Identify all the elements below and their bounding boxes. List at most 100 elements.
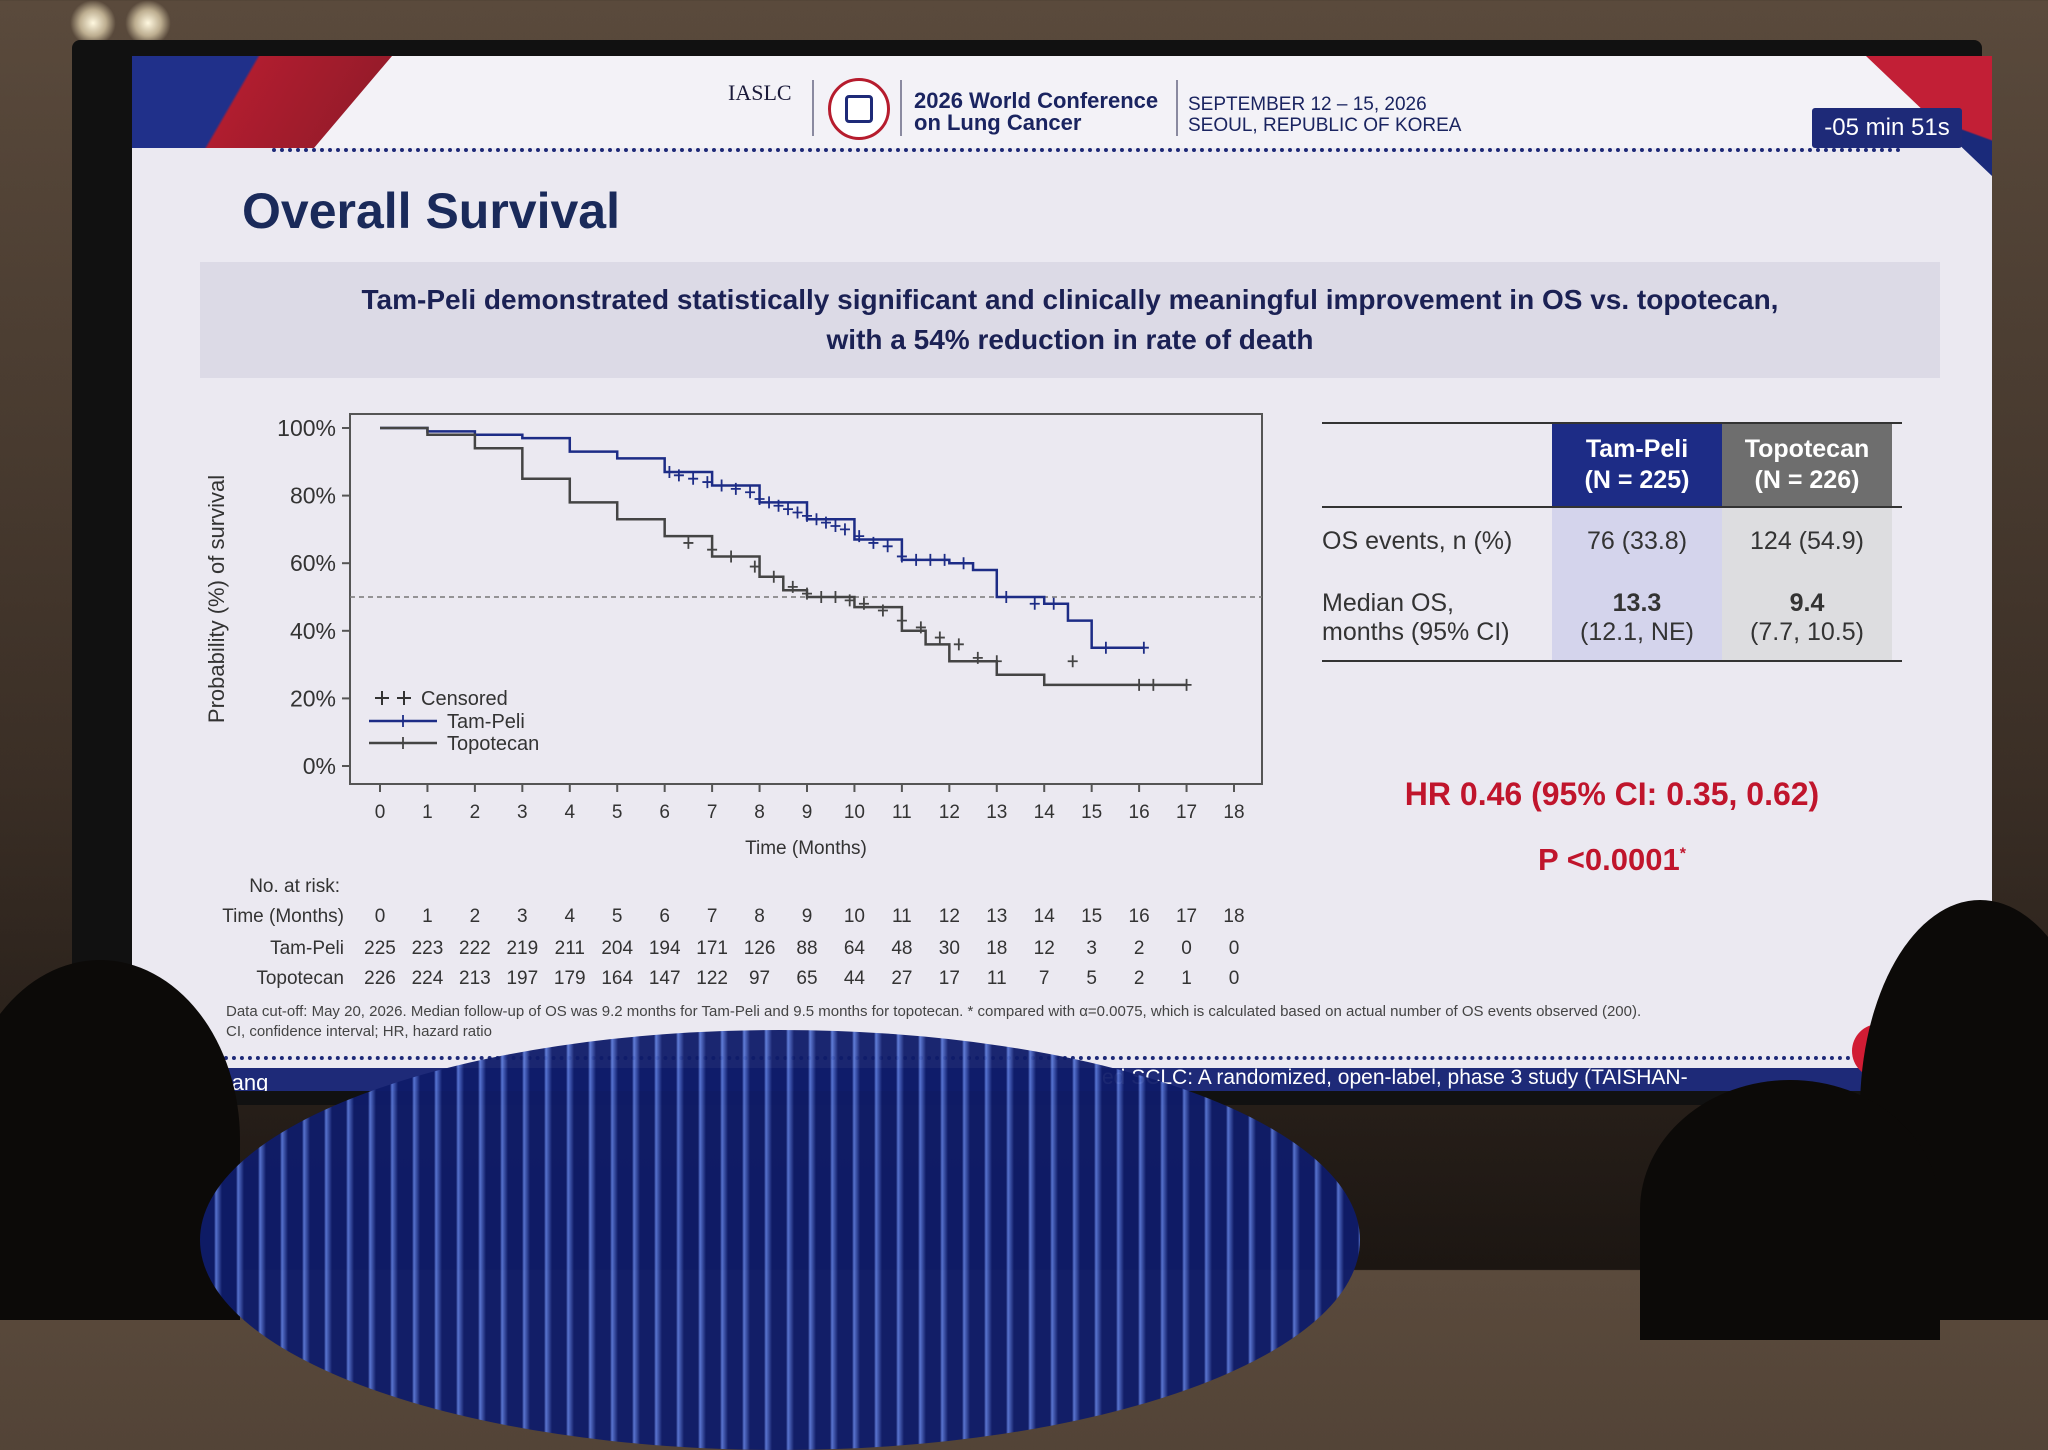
risk-table-value-tam-peli: 18 [986,938,1007,959]
x-tick-label: 11 [892,802,912,823]
x-tick-label: 15 [1081,802,1102,823]
risk-table-time: 4 [564,906,575,927]
conference-title-line1: 2026 World Conference [914,88,1159,113]
conference-date: SEPTEMBER 12 – 15, 2026 SEOUL, REPUBLIC … [1188,94,1461,136]
risk-table-time: 0 [375,906,386,927]
footnote-line-1: Data cut-off: May 20, 2026. Median follo… [226,1003,1642,1020]
x-tick-label: 14 [1034,802,1056,823]
censor-mark-topotecan [768,570,779,583]
x-tick-label: 4 [564,802,575,823]
slide-title: Overall Survival [242,183,621,239]
risk-table-value-tam-peli: 126 [744,938,776,959]
risk-table-value-topotecan: 11 [987,968,1007,989]
footer-study-title: ed SCLC: A randomized, open-label, phase… [1102,1066,1688,1089]
audience-head [0,960,240,1320]
y-tick-label: 40% [290,618,336,644]
cell-topotecan-os-events: 124 (54.9) [1722,506,1892,576]
censor-mark-tam-peli [896,550,907,563]
y-tick-label: 20% [290,685,336,711]
y-tick-label: 80% [290,483,336,509]
risk-table-value-tam-peli: 225 [364,938,396,959]
censor-mark-tam-peli [673,469,684,482]
risk-table-time: 16 [1129,906,1150,927]
x-tick-label: 13 [986,802,1007,823]
x-tick-label: 0 [375,802,386,823]
censor-mark-tam-peli [854,530,865,543]
risk-table-value-topotecan: 65 [796,968,817,989]
risk-table-value-tam-peli: 211 [555,938,585,959]
key-message-banner: Tam-Peli demonstrated statistically sign… [200,262,1940,378]
censor-mark-tam-peli [882,540,893,553]
censor-mark-topotecan [1148,678,1159,691]
tam-peli-median-value: 13.3 [1612,589,1662,617]
row-label-median-os: Median OS, months (95% CI) [1322,576,1552,660]
risk-table-value-tam-peli: 2 [1134,938,1145,959]
censor-mark-tam-peli [1138,641,1149,654]
x-tick-label: 8 [754,802,765,823]
censor-mark-tam-peli [716,479,727,492]
legend-censored-label: Censored [421,688,508,710]
table-rule-bottom [1322,660,1902,662]
risk-table-value-topotecan: 44 [844,968,866,989]
risk-table-value-topotecan: 7 [1039,968,1050,989]
risk-table-value-topotecan: 179 [554,968,586,989]
table-rule-top [1322,422,1902,424]
header-separator [900,80,902,136]
risk-table-row-label-topotecan: Topotecan [256,968,344,989]
footnote: Data cut-off: May 20, 2026. Median follo… [226,1002,1641,1042]
stage-light [70,0,116,46]
censor-mark-tam-peli [688,472,699,485]
censor-mark-topotecan [953,638,964,651]
risk-table-time: 2 [470,906,481,927]
plot-frame [349,413,1263,785]
censor-mark-tam-peli [839,523,850,536]
censor-mark-topotecan [934,631,945,644]
censor-mark-tam-peli [745,486,756,499]
countdown-timer: -05 min 51s [1812,108,1962,148]
iaslc-logo: IASLC [728,80,792,105]
risk-table-value-topotecan: 122 [696,968,728,989]
topotecan-median-value: 9.4 [1789,589,1825,617]
footnote-line-2: CI, confidence interval; HR, hazard rati… [226,1023,492,1040]
risk-table-value-tam-peli: 64 [844,938,866,959]
x-tick-label: 9 [802,802,813,823]
censor-mark-tam-peli [1100,641,1111,654]
risk-table-value-topotecan: 0 [1229,968,1240,989]
risk-table-value-tam-peli: 88 [796,938,817,959]
censor-mark-topotecan [972,651,983,664]
conference-date-line1: SEPTEMBER 12 – 15, 2026 [1188,94,1427,115]
legend-label-topotecan: Topotecan [447,733,539,755]
x-tick-label: 10 [844,802,865,823]
risk-table-time: 17 [1176,906,1197,927]
censor-mark-tam-peli [792,506,803,519]
censor-mark-topotecan [896,614,907,627]
risk-table-value-topotecan: 97 [749,968,770,989]
censor-mark-tam-peli [939,553,950,566]
risk-table-value-tam-peli: 171 [696,938,728,959]
p-value: P <0.0001 [1538,842,1680,877]
censor-mark-topotecan [858,597,869,610]
cell-tam-peli-median-os: 13.3 (12.1, NE) [1552,576,1722,660]
table-row-median-os: Median OS, months (95% CI) 13.3 (12.1, NE)… [1322,576,1892,660]
risk-table-value-topotecan: 1 [1181,968,1192,989]
risk-table-time: 7 [707,906,718,927]
audience-head [1640,1080,1940,1340]
censor-mark-topotecan [726,550,737,563]
risk-table-value-topotecan: 213 [459,968,491,989]
x-tick-label: 1 [422,802,433,823]
presentation-slide: IASLC 2026 World Conference on Lung Canc… [132,56,1992,1091]
censor-mark-tam-peli [764,496,775,509]
censor-mark-tam-peli [911,553,922,566]
risk-table-time: 6 [659,906,670,927]
censor-mark-tam-peli [958,557,969,570]
x-tick-label: 3 [517,802,528,823]
risk-table-time: 8 [754,906,765,927]
x-tick-label: 18 [1223,802,1244,823]
censor-mark-topotecan [683,536,694,549]
banner-line-2: with a 54% reduction in rate of death [826,324,1314,355]
censor-mark-tam-peli [1029,597,1040,610]
x-tick-label: 16 [1129,802,1150,823]
audience-phone-screen [200,1030,1360,1450]
header-separator [812,80,814,136]
header-dotted-divider [272,148,1902,158]
